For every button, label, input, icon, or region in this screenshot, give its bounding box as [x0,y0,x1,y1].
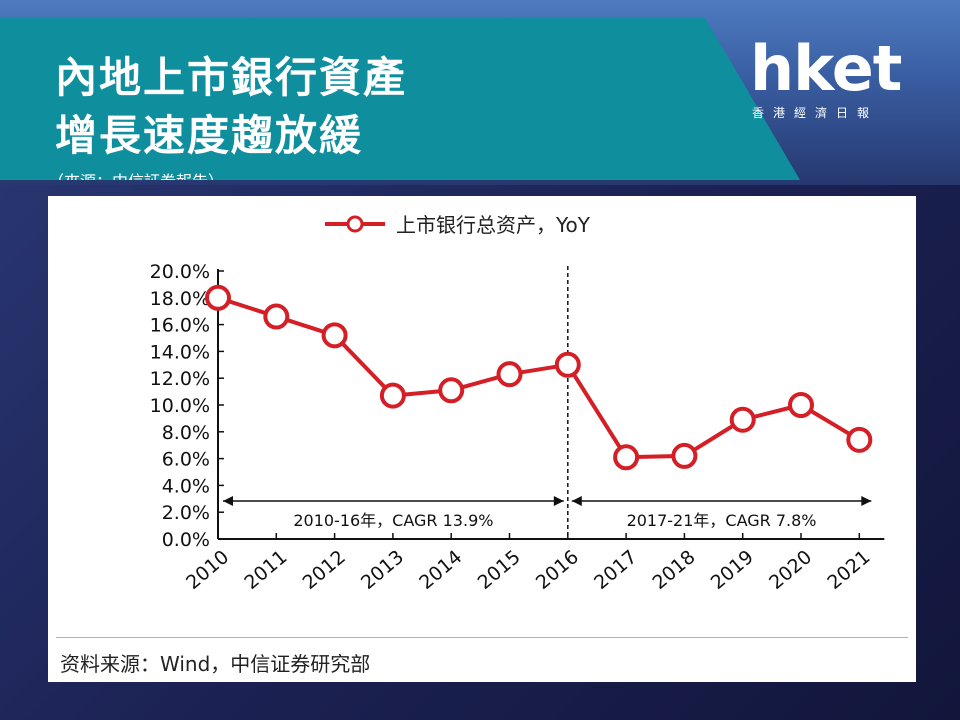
y-tick-label: 16.0% [150,315,210,337]
legend-label: 上市银行总资产，YoY [396,213,591,237]
x-tick-label: 2011 [240,546,291,594]
y-tick-label: 8.0% [162,422,210,444]
data-point [613,444,640,471]
y-tick-label: 14.0% [150,341,210,363]
data-point [496,361,523,388]
data-point [671,442,698,469]
page-title-line-1: 內地上市銀行資產 [55,53,408,102]
x-tick-label: 2020 [765,546,816,594]
x-tick-label: 2017 [590,546,641,594]
logo-wordmark: hket [750,32,902,105]
annotation-label: 2017-21年，CAGR 7.8% [627,511,817,530]
data-point [788,392,814,418]
annotation-label: 2010-16年，CAGR 13.9% [293,511,493,530]
x-tick-label: 2012 [299,546,350,594]
annotation-arrowhead-left [571,496,582,506]
data-point [205,284,231,311]
y-tick-label: 20.0% [150,261,210,283]
line-chart: 上市银行总资产，YoY 0.0% 2.0% 4.0% 6.0% 8.0% 10.0% 12.0… [150,213,885,594]
y-tick-label: 12.0% [150,368,210,390]
data-point [438,377,465,404]
hket-logo: hket 香港經濟日報 [750,32,925,128]
annotation-label-bg [275,507,512,531]
data-point [263,303,290,330]
y-tick-label: 4.0% [162,475,210,497]
annotation-arrowhead-left [223,496,233,506]
y-tick-label: 6.0% [162,449,210,471]
x-tick-label: 2021 [823,546,874,594]
chart-source-note: 资料来源：Wind，中信证券研究部 [60,652,371,676]
x-tick-label: 2018 [648,546,699,594]
chart-panel: 上市银行总资产，YoY 0.0% 2.0% 4.0% 6.0% 8.0% 10.0% 12.0… [48,196,916,682]
logo-subtitle: 香港經濟日報 [752,106,879,120]
x-tick-label: 2015 [474,546,525,594]
x-tick-label: 2016 [532,546,583,594]
x-tick-label: 2014 [415,546,466,594]
y-tick-label: 2.0% [162,502,210,524]
series-line [217,295,861,460]
x-tick-label: 2019 [707,546,758,594]
annotation-arrowhead-right [861,496,872,506]
x-tick-label: 2013 [357,546,408,594]
data-point [729,406,756,433]
y-tick-label: 0.0% [162,529,210,551]
data-point [846,426,873,453]
legend-marker [346,215,364,233]
data-point [379,382,406,409]
annotation-label-bg [603,507,840,531]
title-banner: 內地上市銀行資產 增長速度趨放緩 （來源：中信証券報告） [0,18,800,180]
page-title-line-2: 增長速度趨放緩 [55,111,364,160]
chart-footer-divider [56,637,908,638]
annotation-arrowhead-right [553,496,564,506]
x-tick-label: 2010 [182,546,233,594]
data-point [321,322,348,349]
y-tick-label: 10.0% [150,395,210,417]
title-source-note: （來源：中信証券報告） [48,168,224,180]
data-point [554,351,581,378]
y-tick-label: 18.0% [150,288,210,310]
